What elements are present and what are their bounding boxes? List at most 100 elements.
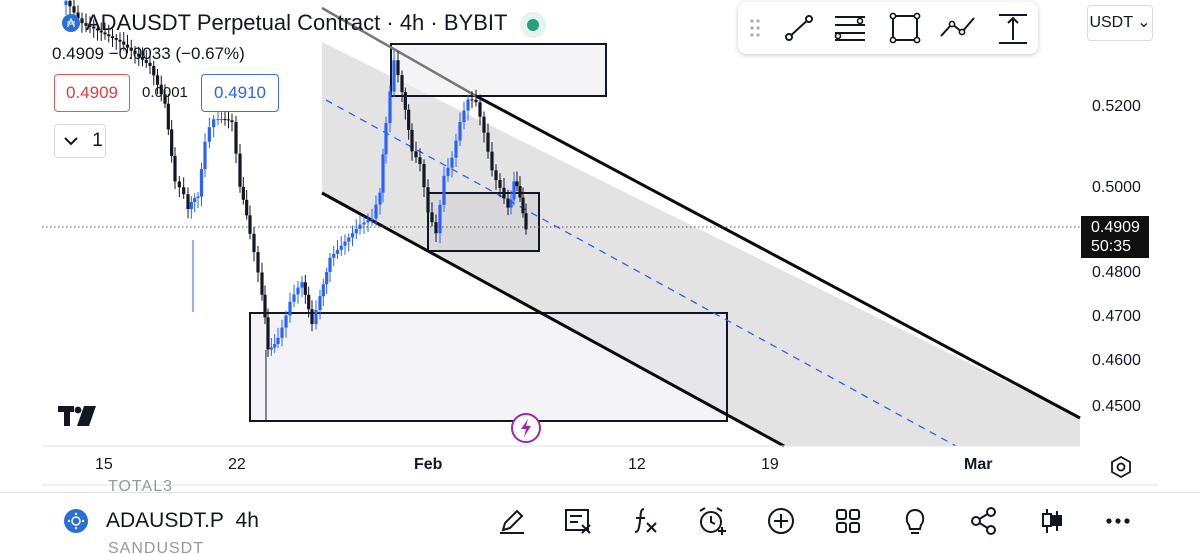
long-position-icon[interactable]	[996, 12, 1030, 46]
candle-body	[434, 222, 438, 234]
candle-body	[216, 119, 220, 121]
candle-body	[234, 122, 238, 154]
chart-type-icon[interactable]	[1036, 505, 1068, 537]
candle-body	[396, 60, 400, 76]
candle-body	[76, 12, 80, 19]
settings-gear-icon[interactable]	[1110, 456, 1132, 478]
candle-body	[193, 197, 197, 203]
candle-body	[454, 140, 458, 158]
fib-retracement-icon[interactable]	[832, 12, 868, 44]
trend-line-icon[interactable]	[782, 12, 816, 44]
current-price-tag: 0.4909 50:35	[1081, 216, 1149, 258]
candle-body	[207, 127, 211, 142]
candle-body	[296, 287, 300, 295]
ideas-icon[interactable]	[899, 505, 931, 537]
candle-body	[442, 175, 446, 205]
candle-body	[68, 0, 72, 7]
candle-body	[310, 309, 314, 325]
price-axis-label: 0.5000	[1092, 179, 1141, 196]
candle-body	[325, 271, 329, 285]
chart-title[interactable]: ADAUSDT Perpetual Contract · 4h · BYBIT	[86, 10, 508, 35]
candle-body	[339, 245, 343, 250]
candle-body	[284, 315, 288, 328]
time-axis-label: Feb	[414, 456, 443, 473]
candle-body	[212, 119, 216, 128]
middle-box	[427, 192, 540, 252]
market-status-icon[interactable]	[520, 12, 546, 38]
candle-body	[252, 233, 256, 253]
share-icon[interactable]	[968, 505, 1000, 537]
candle-body	[321, 284, 325, 297]
path-icon[interactable]	[938, 12, 978, 44]
candle-body	[343, 241, 347, 246]
currency-button[interactable]: USDT ⌄	[1087, 5, 1153, 41]
candle-body	[129, 47, 133, 51]
layout-icon[interactable]	[832, 505, 864, 537]
object-tree-icon[interactable]	[562, 505, 594, 537]
candle-body	[125, 44, 130, 48]
candle-body	[494, 170, 498, 181]
add-icon[interactable]	[765, 505, 797, 537]
candle-body	[474, 99, 478, 103]
symbol-selector[interactable]: ADAUSDT.P 4h	[106, 509, 259, 533]
time-axis-label: 15	[95, 456, 113, 473]
candle-body	[446, 167, 450, 176]
candle-body	[122, 41, 126, 45]
candle-body	[107, 34, 111, 37]
candle-body	[347, 237, 351, 242]
candle-body	[486, 132, 490, 152]
candle-body	[256, 252, 260, 273]
lightning-bolt-icon[interactable]	[511, 413, 541, 443]
candle-body	[418, 157, 422, 164]
candle-body	[80, 18, 84, 24]
candle-body	[103, 32, 107, 35]
candle-body	[269, 347, 273, 350]
candle-body	[414, 151, 418, 158]
candle-body	[430, 212, 434, 223]
candle-body	[303, 282, 307, 295]
interval-selector[interactable]: 4h	[235, 509, 259, 532]
candle-body	[64, 0, 68, 6]
rectangle-icon[interactable]	[888, 12, 922, 44]
candle-body	[88, 25, 92, 27]
candle-body	[458, 122, 462, 141]
sell-button[interactable]: 0.4909	[54, 74, 130, 112]
candle-body	[370, 218, 374, 221]
candle-body	[148, 62, 152, 66]
candle-body	[407, 109, 411, 130]
candle-body	[422, 163, 426, 188]
candle-body	[462, 110, 466, 123]
pencil-icon[interactable]	[496, 505, 528, 537]
candle-body	[498, 180, 502, 188]
candle-body	[362, 222, 366, 225]
buy-button[interactable]: 0.4910	[201, 74, 279, 112]
candle-body	[226, 119, 231, 121]
candle-body	[140, 56, 145, 60]
peek-symbol-above: TOTAL3	[108, 478, 173, 495]
candle-body	[186, 194, 190, 210]
candle-body	[450, 157, 454, 168]
candle-body	[137, 53, 141, 57]
candle-body	[260, 272, 264, 295]
collapse-button[interactable]: 1	[54, 124, 106, 158]
candle-body	[482, 116, 486, 133]
channel-upper-line-bold	[475, 94, 1081, 420]
alert-icon[interactable]	[696, 505, 728, 537]
drag-handle-icon[interactable]	[748, 12, 762, 44]
candle-body	[203, 141, 207, 170]
indicators-icon[interactable]	[630, 505, 662, 537]
candle-body	[410, 129, 414, 152]
symbol-name: ADAUSDT.P	[106, 509, 224, 532]
candle-body	[506, 198, 510, 208]
bolt-glyph-icon	[521, 419, 531, 437]
more-icon[interactable]	[1102, 505, 1134, 537]
candle-body	[374, 204, 378, 219]
candle-body	[509, 199, 513, 208]
candle-body	[335, 249, 340, 254]
candle-body	[163, 94, 167, 104]
collapse-count: 1	[92, 130, 103, 151]
channel-upper-line	[321, 6, 477, 98]
candle-body	[114, 38, 118, 40]
candle-body	[152, 65, 156, 76]
